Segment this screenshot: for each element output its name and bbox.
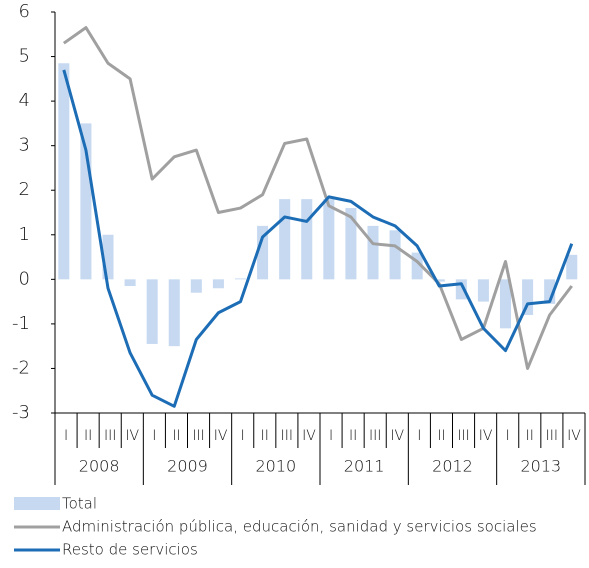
year-label: 2013 bbox=[520, 457, 561, 476]
line bbox=[62, 26, 573, 370]
x-tick-label: I bbox=[64, 428, 68, 444]
x-tick-label: II bbox=[261, 428, 269, 444]
y-tick-label: 5 bbox=[19, 46, 30, 67]
x-tick-label: I bbox=[241, 428, 245, 444]
x-tick-label: III bbox=[546, 428, 558, 444]
x-tick-label: III bbox=[281, 428, 293, 444]
line bbox=[62, 69, 574, 408]
x-tick-label: I bbox=[152, 428, 156, 444]
bar bbox=[433, 279, 445, 282]
x-tick-label: III bbox=[457, 428, 469, 444]
bar bbox=[389, 230, 401, 280]
bar bbox=[190, 279, 202, 293]
year-label: 2010 bbox=[255, 457, 296, 476]
bar bbox=[124, 279, 136, 287]
year-label: 2011 bbox=[344, 457, 385, 476]
bar bbox=[455, 279, 467, 300]
bar bbox=[168, 279, 180, 347]
bar bbox=[80, 123, 92, 280]
bar bbox=[301, 199, 313, 280]
legend-label: Administración pública, educación, sanid… bbox=[62, 518, 537, 536]
y-tick-label: 6 bbox=[19, 1, 30, 22]
bar bbox=[279, 199, 291, 280]
y-tick-label: -1 bbox=[12, 313, 30, 334]
bar bbox=[522, 279, 534, 315]
legend-label: Resto de servicios bbox=[62, 541, 198, 559]
legend-swatch bbox=[14, 497, 60, 510]
bar bbox=[257, 225, 269, 280]
bar bbox=[323, 199, 335, 280]
x-tick-label: III bbox=[369, 428, 381, 444]
x-tick-label: I bbox=[506, 428, 510, 444]
bar bbox=[345, 208, 357, 280]
bar bbox=[566, 254, 578, 280]
bar bbox=[234, 278, 247, 280]
bar bbox=[102, 234, 114, 280]
x-tick-label: II bbox=[172, 428, 180, 444]
x-tick-label: I bbox=[329, 428, 333, 444]
x-tick-label: IV bbox=[390, 428, 404, 444]
bar bbox=[367, 225, 379, 280]
bar bbox=[212, 279, 224, 289]
bar bbox=[58, 63, 70, 280]
x-tick-label: IV bbox=[214, 428, 228, 444]
bar bbox=[477, 279, 489, 302]
x-tick-label: II bbox=[84, 428, 92, 444]
bar bbox=[146, 279, 158, 344]
x-tick-label: II bbox=[437, 428, 445, 444]
x-tick-label: IV bbox=[479, 428, 493, 444]
y-tick-label: 2 bbox=[19, 179, 30, 200]
bar bbox=[544, 279, 556, 304]
x-tick-label: II bbox=[349, 428, 357, 444]
x-tick-label: I bbox=[417, 428, 421, 444]
year-label: 2009 bbox=[167, 457, 208, 476]
y-tick-label: 1 bbox=[19, 224, 30, 245]
y-tick-label: -2 bbox=[12, 357, 30, 378]
bar bbox=[499, 279, 512, 329]
y-tick-label: -3 bbox=[12, 402, 30, 423]
y-tick-label: 3 bbox=[19, 135, 30, 156]
year-label: 2012 bbox=[432, 457, 473, 476]
y-tick-label: 0 bbox=[19, 268, 30, 289]
legend-label: Total bbox=[62, 495, 97, 513]
x-tick-label: IV bbox=[302, 428, 316, 444]
x-tick-label: III bbox=[104, 428, 116, 444]
x-tick-label: IV bbox=[125, 428, 139, 444]
x-tick-label: IV bbox=[567, 428, 581, 444]
y-tick-label: 4 bbox=[19, 90, 30, 111]
x-tick-label: II bbox=[526, 428, 534, 444]
year-label: 2008 bbox=[79, 457, 120, 476]
bar bbox=[411, 252, 423, 280]
x-tick-label: III bbox=[192, 428, 204, 444]
